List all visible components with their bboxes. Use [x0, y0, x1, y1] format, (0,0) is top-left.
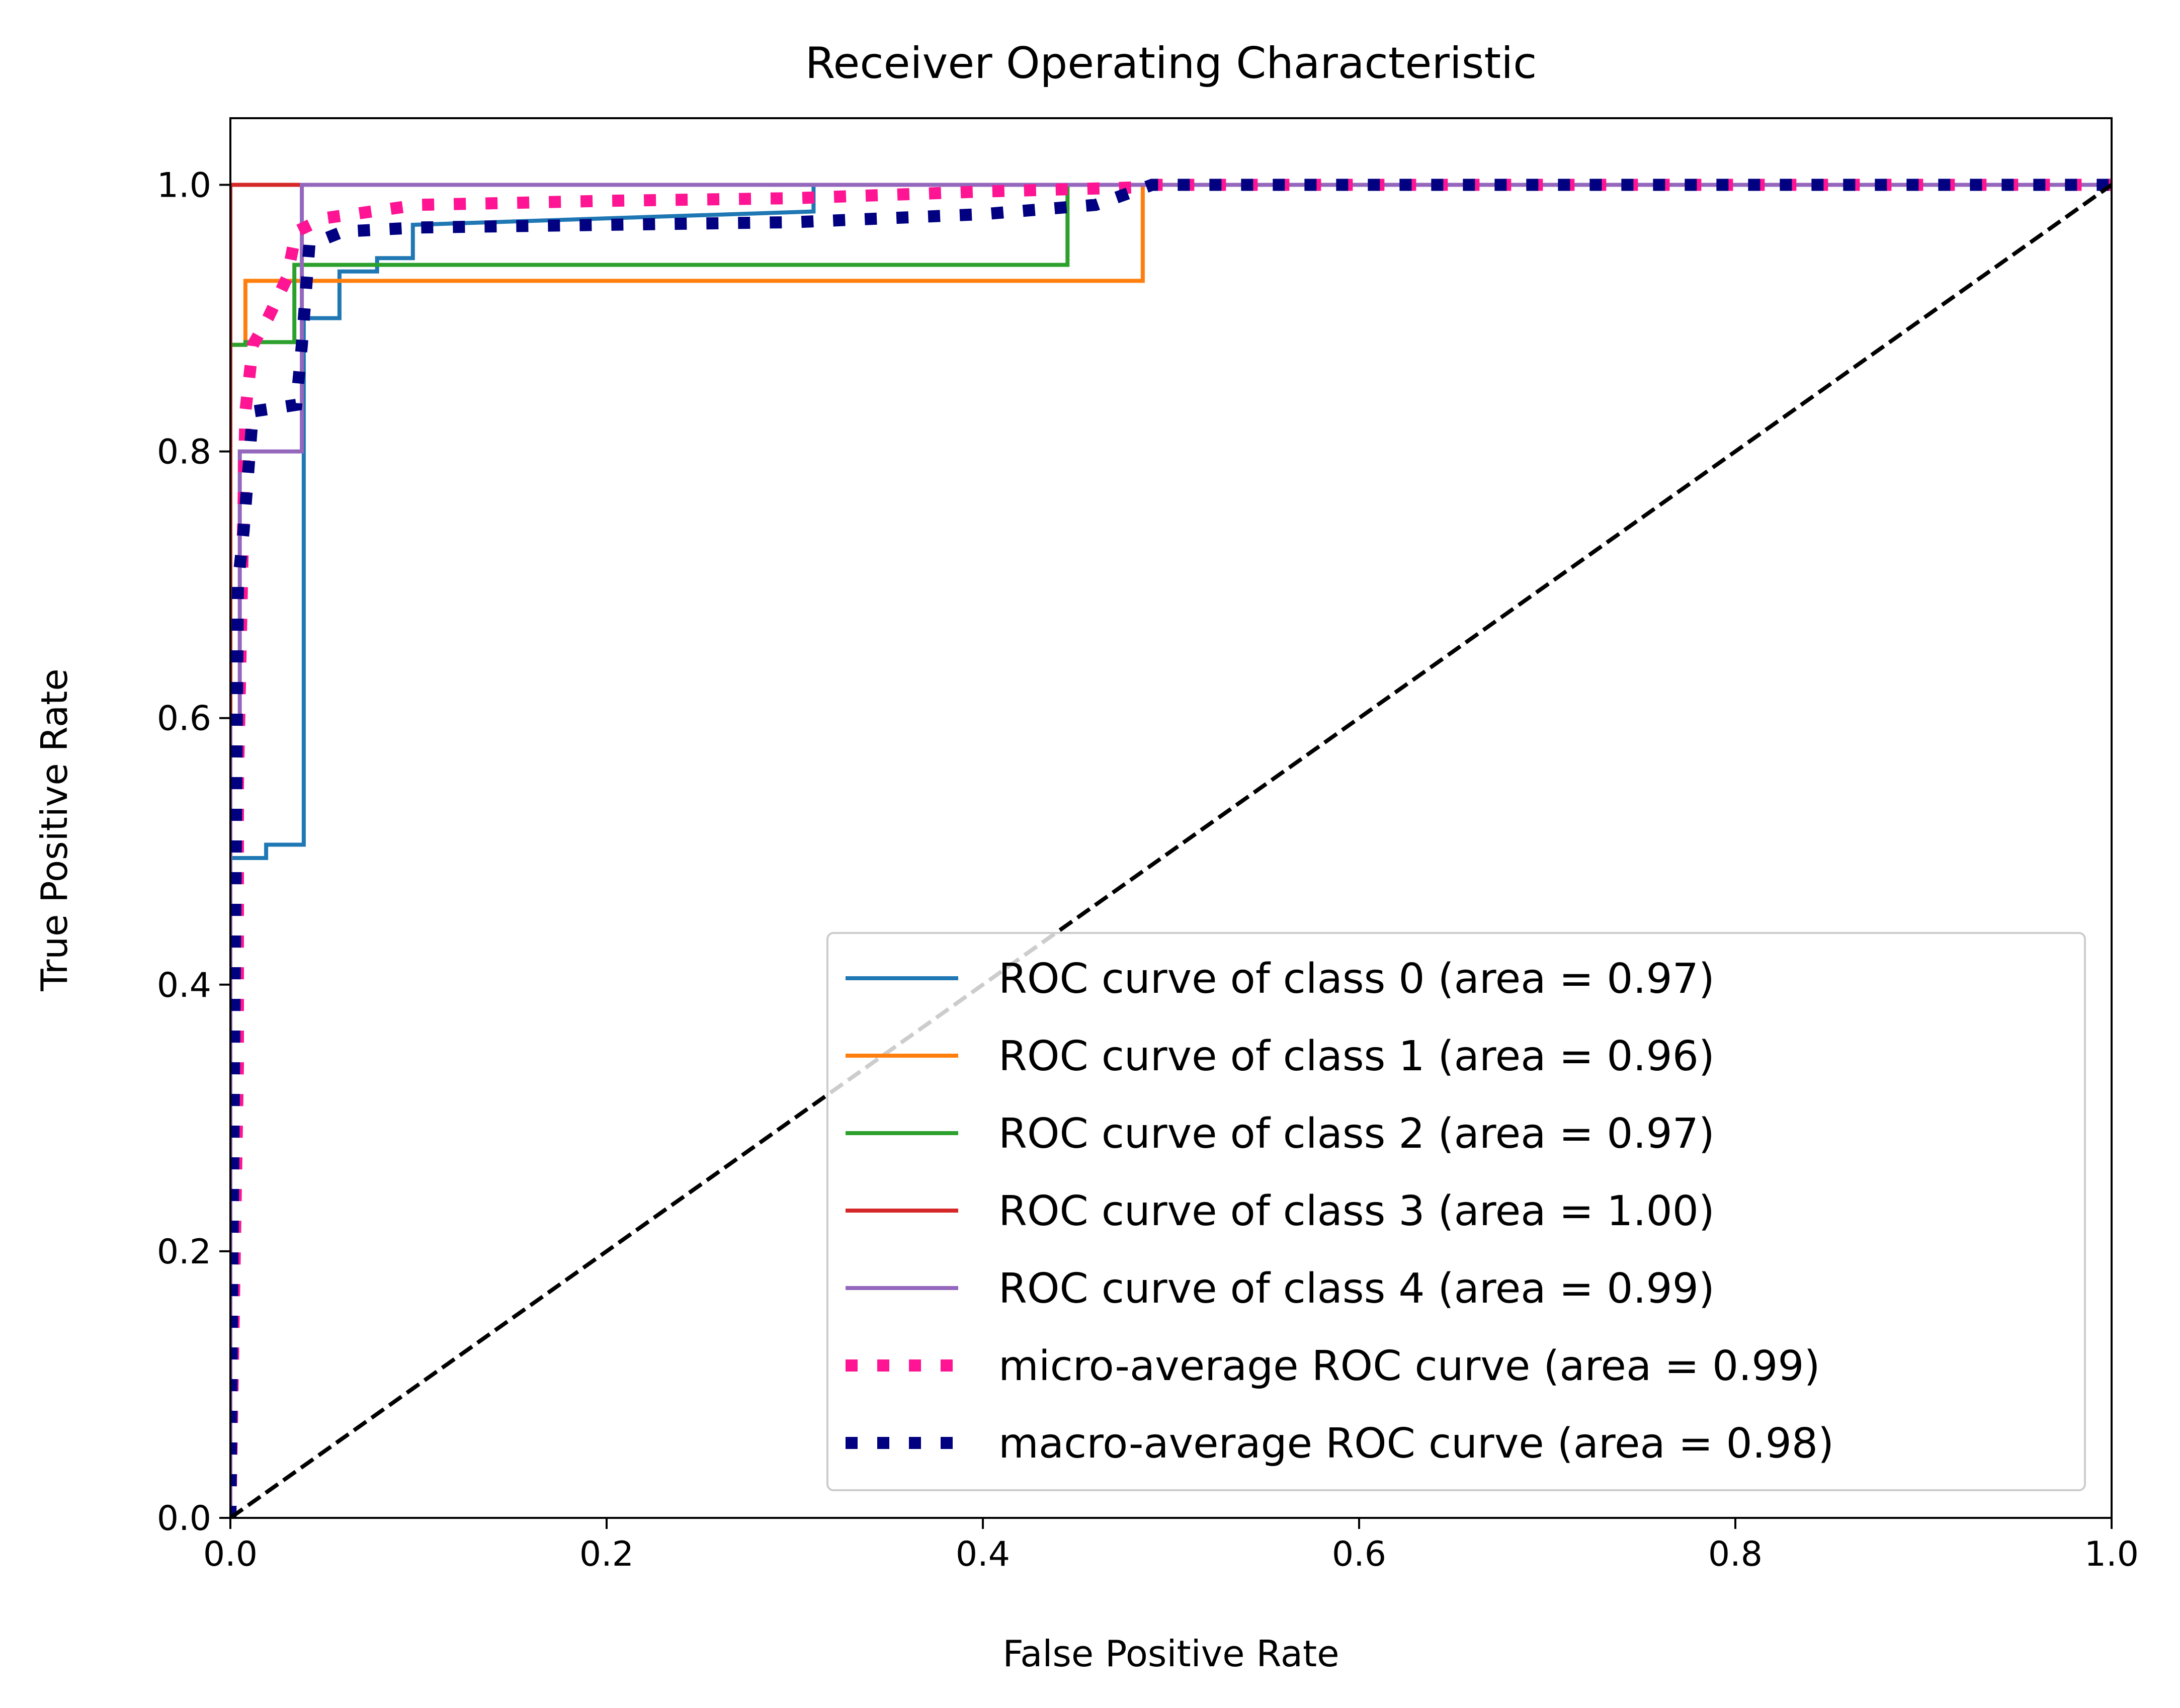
legend-label-6: macro-average ROC curve (area = 0.98) — [998, 1420, 1834, 1468]
y-tick-label-4: 0.8 — [157, 433, 211, 472]
legend-label-4: ROC curve of class 4 (area = 0.99) — [998, 1265, 1715, 1313]
reference-diagonal-line — [230, 183, 2112, 1518]
plot-area — [230, 179, 2112, 1518]
series-line-6 — [230, 179, 2112, 1518]
chart-title: Receiver Operating Characteristic — [805, 38, 1537, 89]
x-tick-label-4: 0.8 — [1708, 1534, 1763, 1574]
axes-frame — [229, 117, 2113, 1519]
y-axis-label: True Positive Rate — [33, 668, 75, 991]
series-line-0 — [230, 183, 2112, 1518]
plot-clip-group — [230, 179, 2112, 1518]
x-axis-label: False Positive Rate — [1002, 1633, 1339, 1675]
y-tick-label-3: 0.6 — [157, 699, 211, 739]
legend-label-3: ROC curve of class 3 (area = 1.00) — [998, 1187, 1715, 1235]
x-tick-label-0: 0.0 — [203, 1534, 258, 1574]
axes: 0.0 0.2 0.4 0.6 0.8 1.0 0.0 0.2 0.4 0.6 0.8 1.0 — [157, 117, 2139, 1574]
x-tick-label-2: 0.4 — [956, 1534, 1010, 1574]
x-tick-label-5: 1.0 — [2084, 1534, 2139, 1574]
legend-box — [826, 932, 2086, 1491]
x-tick-label-1: 0.2 — [579, 1534, 634, 1574]
y-tick-label-1: 0.2 — [157, 1232, 211, 1272]
legend-label-0: ROC curve of class 0 (area = 0.97) — [998, 955, 1715, 1003]
y-tick-label-2: 0.4 — [157, 966, 211, 1005]
legend: ROC curve of class 0 (area = 0.97) ROC cu… — [826, 932, 2086, 1491]
legend-label-1: ROC curve of class 1 (area = 0.96) — [998, 1033, 1715, 1080]
legend-label-2: ROC curve of class 2 (area = 0.97) — [998, 1110, 1715, 1158]
x-tick-label-3: 0.6 — [1332, 1534, 1386, 1574]
y-tick-label-0: 0.0 — [157, 1499, 211, 1539]
legend-label-5: micro-average ROC curve (area = 0.99) — [998, 1342, 1820, 1390]
y-tick-label-5: 1.0 — [157, 166, 211, 206]
series-line-2 — [230, 183, 2112, 1518]
